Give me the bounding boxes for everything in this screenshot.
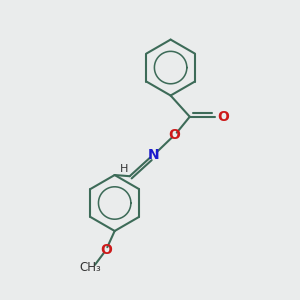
- Text: O: O: [169, 128, 180, 142]
- Text: H: H: [120, 164, 129, 174]
- Text: O: O: [218, 110, 230, 124]
- Text: O: O: [100, 243, 112, 257]
- Text: CH₃: CH₃: [80, 261, 101, 274]
- Text: N: N: [147, 148, 159, 162]
